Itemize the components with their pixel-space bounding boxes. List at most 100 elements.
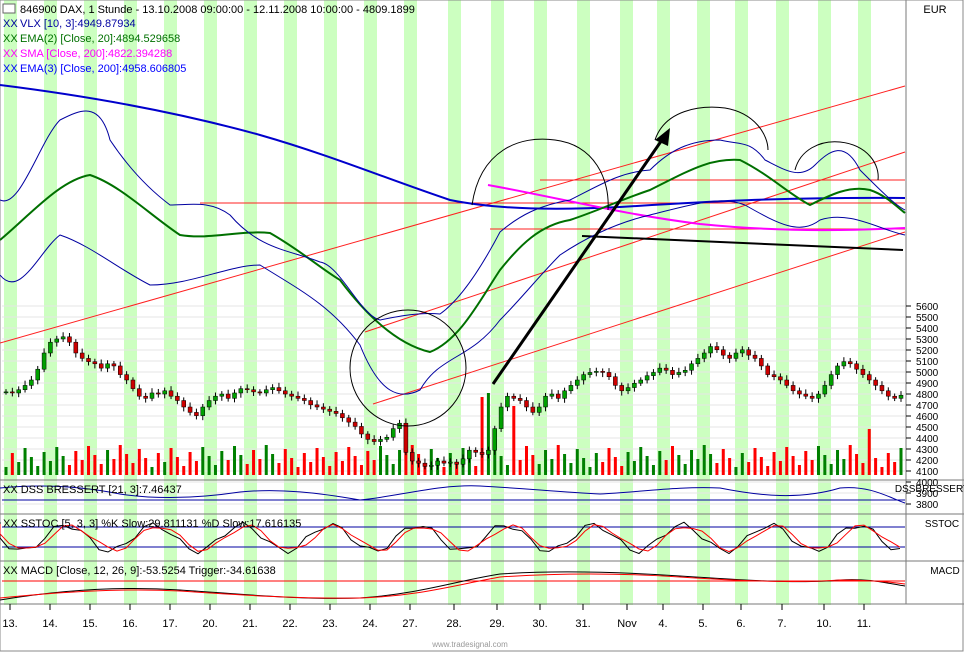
volume-bar — [607, 448, 611, 475]
volume-bar — [785, 447, 789, 475]
volume-bar — [861, 463, 865, 475]
vlx-line — [0, 110, 906, 321]
volume-bar — [766, 466, 770, 475]
candle-body — [289, 393, 294, 397]
candle-body — [594, 371, 599, 373]
candle-body — [225, 393, 231, 399]
candle-body — [809, 395, 815, 399]
y-tick-label: 5300 — [916, 335, 939, 346]
sma200-line — [487, 184, 906, 232]
volume-bar — [201, 447, 205, 475]
y-tick-label: 4800 — [916, 390, 939, 401]
candle-body — [530, 406, 536, 413]
volume-bar — [575, 449, 579, 475]
candle-body — [448, 461, 453, 464]
volume-bar — [321, 457, 325, 475]
candle-body — [54, 338, 60, 343]
candle-body — [308, 400, 313, 406]
candle-body — [422, 462, 428, 467]
volume-bar — [264, 445, 268, 475]
volume-bar — [569, 463, 573, 475]
volume-bar — [499, 456, 503, 475]
candle-body — [898, 394, 904, 399]
volume-bar — [10, 453, 14, 475]
volume-bar — [17, 462, 21, 475]
volume-bar — [87, 446, 91, 475]
volume-bar — [194, 461, 198, 475]
volume-bar — [601, 462, 605, 475]
neckline — [581, 235, 904, 251]
candles — [3, 332, 904, 471]
candle-body — [778, 376, 783, 381]
bottom-circle — [349, 309, 467, 427]
candle-body — [467, 449, 472, 460]
candle-body — [29, 379, 34, 386]
candle-body — [632, 382, 637, 388]
volume-bar — [594, 453, 598, 475]
volume-bar — [296, 467, 300, 475]
candle-body — [721, 349, 726, 356]
candle-body — [409, 452, 415, 462]
candle-body — [587, 372, 593, 375]
volume-bar — [112, 459, 116, 475]
candle-body — [365, 433, 371, 440]
volume-bar — [588, 467, 592, 475]
volume-bar — [493, 447, 497, 475]
candle-body — [111, 363, 117, 367]
candle-body — [543, 395, 548, 408]
y-tick-label: 5400 — [916, 324, 939, 335]
volume-bar — [505, 465, 509, 475]
candle-body — [333, 411, 339, 414]
day-band — [284, 0, 297, 605]
volume-bar — [347, 447, 351, 475]
volume-bar — [226, 460, 230, 475]
candle-body — [321, 406, 326, 410]
candle-body — [441, 460, 447, 464]
candle-body — [746, 349, 751, 356]
x-tick-label: 14. — [42, 618, 57, 630]
legend-prefix: XX — [3, 63, 18, 75]
volume-bar — [118, 445, 122, 475]
legend-prefix: XX — [3, 18, 18, 30]
x-tick-label: 13. — [2, 618, 17, 630]
volume-bar — [80, 460, 84, 475]
volume-bar — [391, 464, 395, 475]
volume-bar — [188, 452, 192, 475]
day-bands — [4, 0, 871, 605]
day-band — [164, 0, 177, 605]
volume-bar — [823, 455, 827, 475]
candle-body — [327, 408, 332, 412]
y-tick-label: 5100 — [916, 357, 939, 368]
day-band — [818, 0, 831, 605]
candle-body — [378, 439, 383, 442]
x-tick-label: 15. — [82, 618, 97, 630]
candle-body — [3, 391, 9, 394]
volume-bar — [42, 452, 46, 475]
candle-body — [460, 458, 466, 465]
candle-body — [517, 398, 523, 401]
head-arc — [654, 106, 769, 151]
volume-bar — [125, 454, 129, 475]
x-tick-label: 20. — [202, 618, 217, 630]
volume-bar — [677, 455, 681, 475]
trend-arrow-head — [655, 128, 670, 146]
candle-body — [346, 417, 352, 423]
day-band — [204, 0, 217, 605]
candle-body — [124, 374, 129, 381]
volume-bar — [670, 446, 674, 475]
candle-body — [371, 439, 377, 442]
volume-bar — [239, 455, 243, 475]
candle-body — [270, 387, 275, 390]
candle-body — [137, 388, 142, 397]
trend-lines — [0, 85, 906, 405]
volume-bar — [271, 454, 275, 475]
volume-bar — [899, 448, 903, 475]
volume-bar — [36, 466, 40, 475]
candle-body — [828, 374, 834, 386]
candle-body — [670, 370, 675, 375]
volume-bar — [442, 467, 446, 475]
candle-body — [505, 395, 510, 408]
candle-body — [575, 379, 580, 386]
